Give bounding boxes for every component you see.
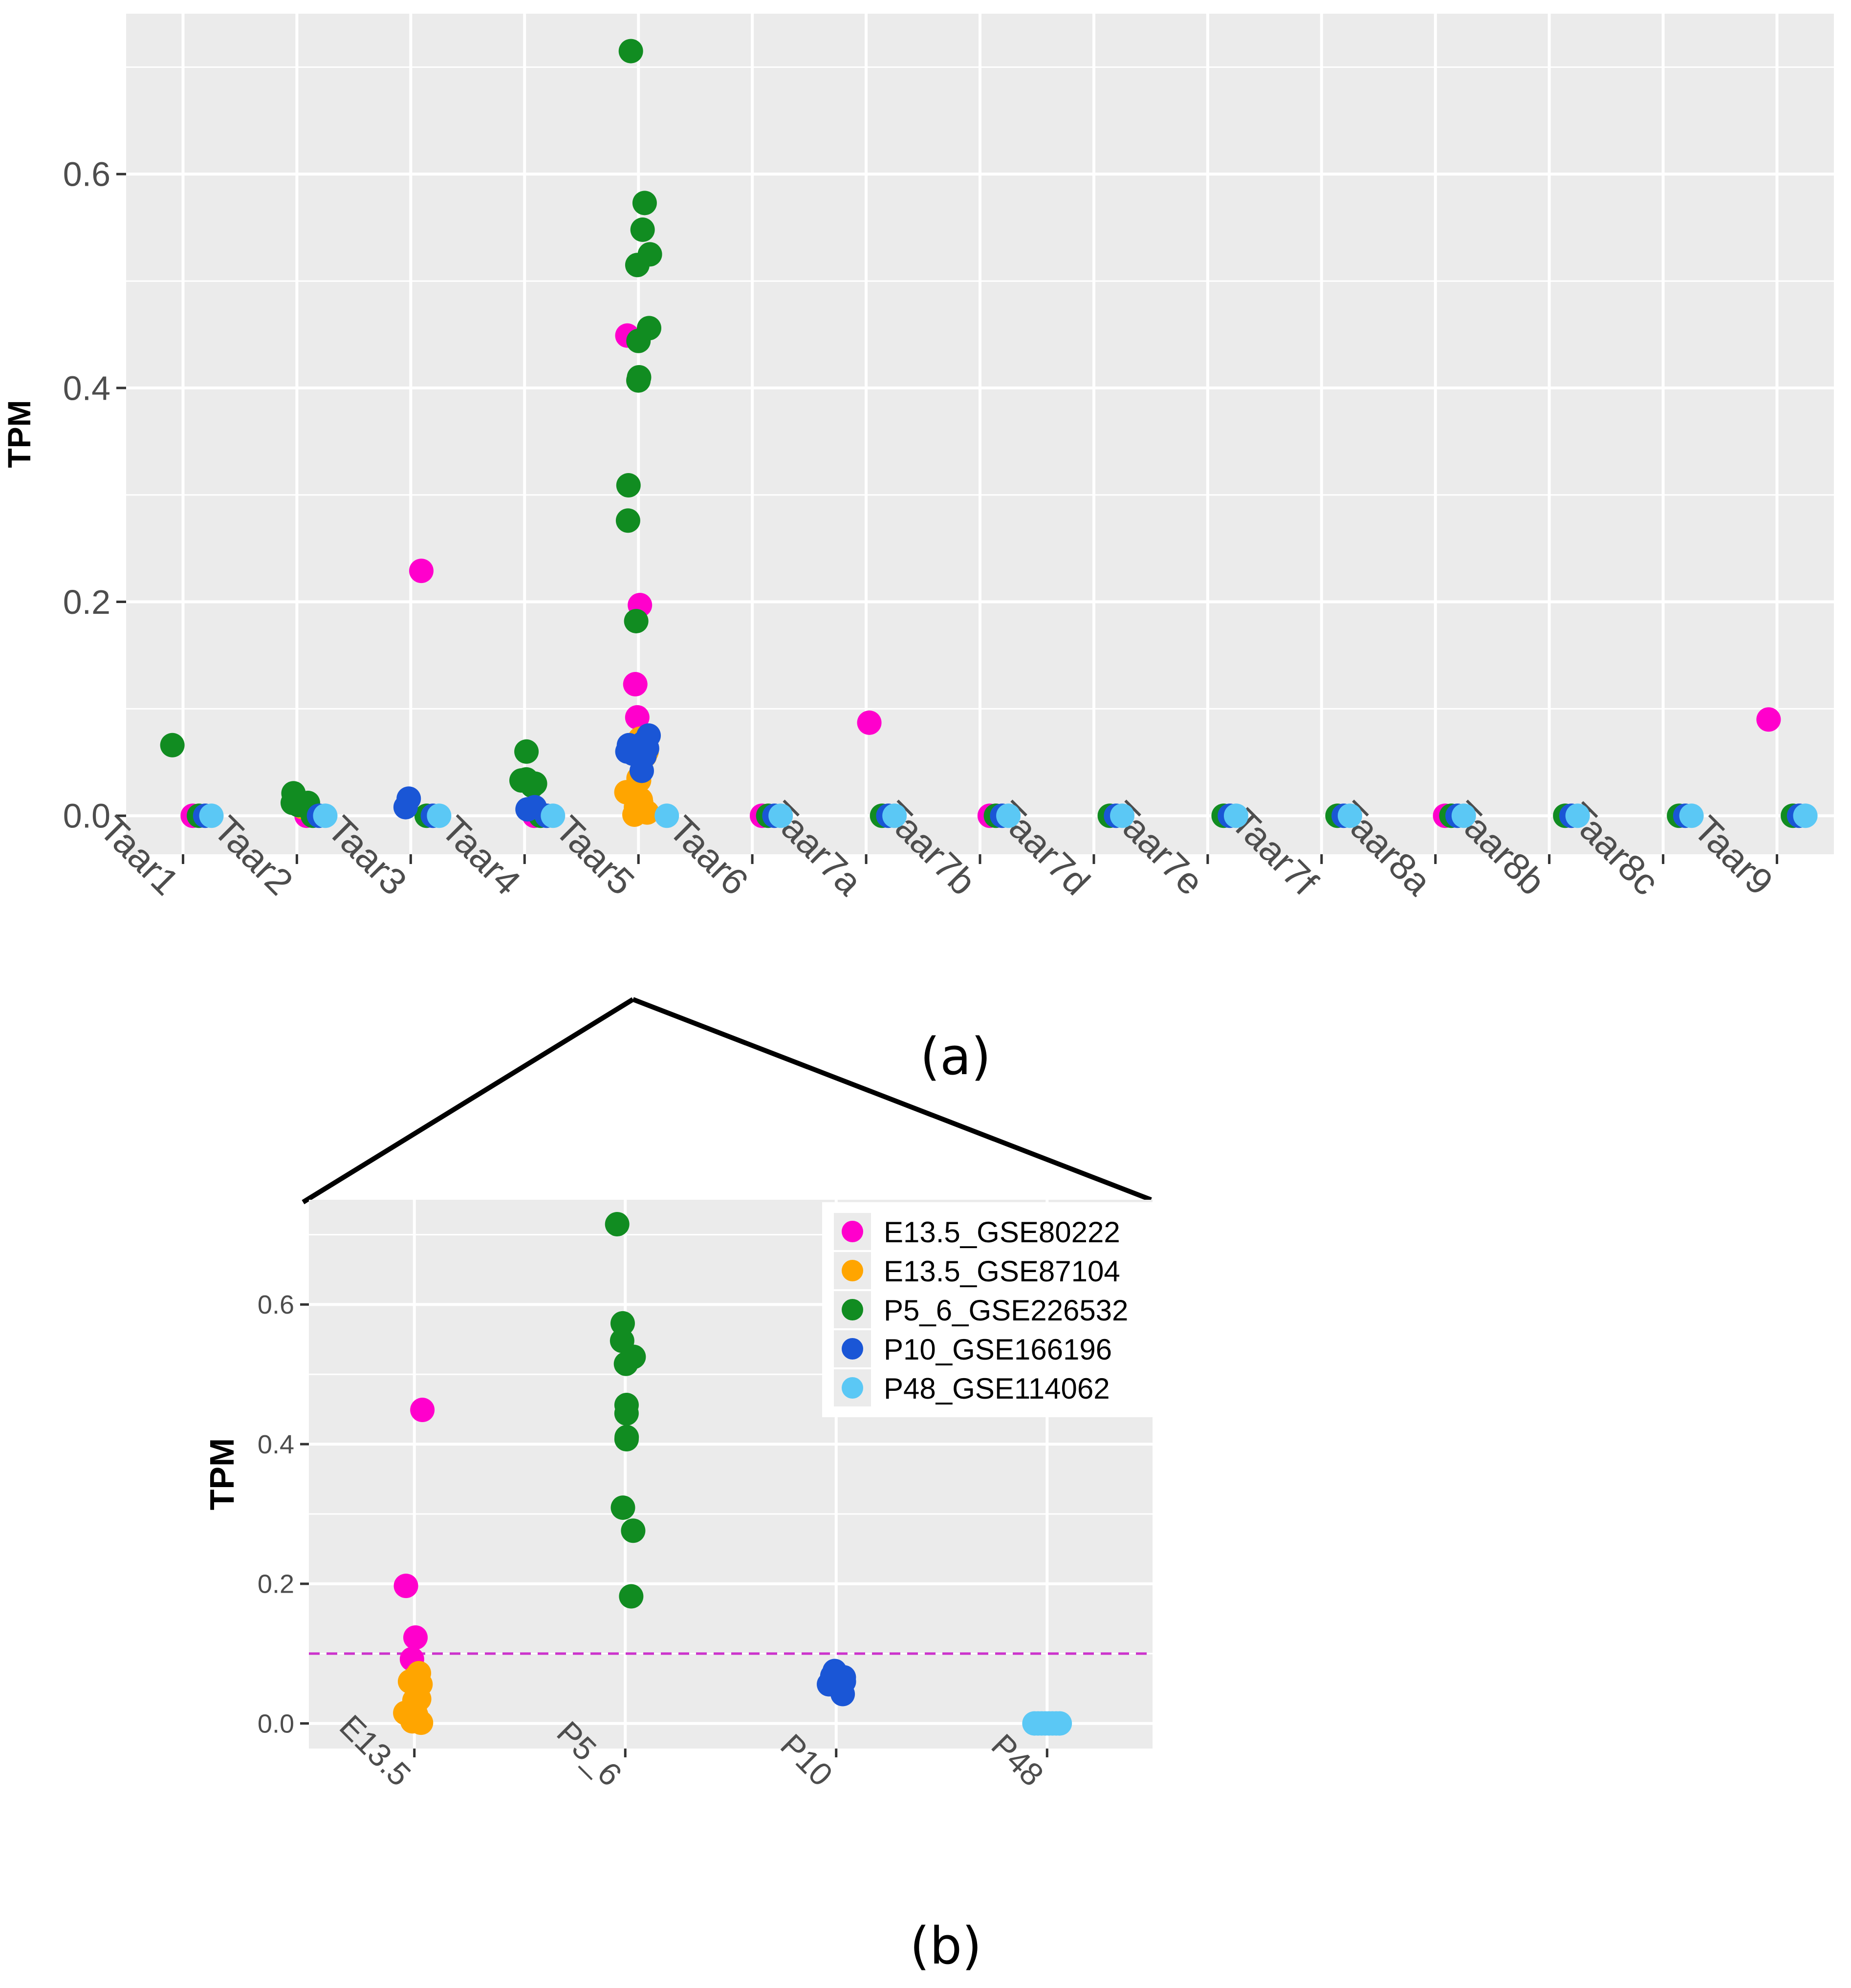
legend-entry-label: E13.5_GSE87104 xyxy=(884,1255,1120,1288)
data-point xyxy=(882,803,907,828)
data-point xyxy=(614,1427,639,1452)
y-tick-label: 0.2 xyxy=(63,583,110,621)
y-tick-label: 0.6 xyxy=(258,1290,294,1319)
y-tick-label: 0.4 xyxy=(63,369,110,407)
data-point xyxy=(623,672,648,697)
data-point xyxy=(1110,803,1134,828)
data-point xyxy=(619,1584,644,1609)
legend-box xyxy=(822,1202,1153,1417)
y-tick-label: 0.6 xyxy=(63,155,110,194)
legend-key-dot xyxy=(842,1221,863,1242)
data-point xyxy=(393,795,418,820)
panel-b-label: (b) xyxy=(910,1916,981,1976)
data-point xyxy=(615,508,640,533)
legend-entry-label: E13.5_GSE80222 xyxy=(884,1216,1120,1249)
data-point xyxy=(996,803,1021,828)
legend-key-dot xyxy=(842,1299,863,1320)
data-point xyxy=(626,328,651,353)
legend-key-dot xyxy=(842,1338,863,1360)
data-point xyxy=(1223,803,1248,828)
y-tick-label: 0.4 xyxy=(258,1430,294,1459)
zoom-connector-lines xyxy=(302,997,1152,1205)
data-point xyxy=(624,608,649,633)
data-point xyxy=(621,1518,646,1543)
data-point xyxy=(625,705,650,730)
data-point xyxy=(768,803,793,828)
data-point xyxy=(199,803,224,828)
data-point xyxy=(610,1311,635,1336)
zoom-line-right xyxy=(632,997,1152,1202)
zoom-line-left xyxy=(302,997,634,1205)
data-point xyxy=(409,559,434,583)
data-point xyxy=(1047,1711,1072,1736)
panel-a-label: (a) xyxy=(920,1027,991,1086)
data-point xyxy=(409,1710,434,1735)
data-point xyxy=(618,39,643,64)
data-point xyxy=(520,773,545,798)
data-point xyxy=(605,1212,630,1237)
legend: E13.5_GSE80222 E13.5_GSE87104 P5_6_GSE2265… xyxy=(822,1202,1153,1417)
data-point xyxy=(629,758,654,783)
y-axis-title: TPM xyxy=(1,400,37,468)
data-point xyxy=(610,1495,635,1520)
data-point xyxy=(1679,803,1704,828)
data-point xyxy=(515,797,540,822)
legend-key-dot xyxy=(842,1260,863,1281)
legend-entry-label: P48_GSE114062 xyxy=(884,1372,1110,1405)
y-axis-title: TPM xyxy=(203,1438,241,1511)
data-point xyxy=(616,473,641,498)
data-point xyxy=(630,217,655,242)
legend-entry-label: P10_GSE166196 xyxy=(884,1333,1112,1366)
data-point xyxy=(1451,803,1476,828)
data-point xyxy=(514,739,539,764)
data-point xyxy=(830,1682,855,1707)
data-point xyxy=(654,803,679,828)
data-point xyxy=(427,803,452,828)
data-point xyxy=(1793,803,1818,828)
data-point xyxy=(313,803,338,828)
legend-key-dot xyxy=(842,1377,863,1399)
data-point xyxy=(857,710,882,735)
data-point xyxy=(1756,707,1781,732)
data-point xyxy=(622,802,647,827)
data-point xyxy=(626,368,651,393)
data-point xyxy=(541,803,566,828)
y-tick-label: 0.0 xyxy=(63,797,110,835)
data-point xyxy=(632,191,657,216)
data-point xyxy=(410,1398,435,1423)
data-point xyxy=(613,1351,638,1376)
data-point xyxy=(160,733,185,757)
legend-entry-label: P5_6_GSE226532 xyxy=(884,1294,1128,1327)
data-point xyxy=(625,253,650,278)
y-tick-label: 0.0 xyxy=(258,1709,294,1738)
data-point xyxy=(393,1574,418,1599)
data-point xyxy=(403,1625,428,1650)
data-point xyxy=(1337,803,1362,828)
data-point xyxy=(1565,803,1590,828)
data-point xyxy=(614,1401,639,1426)
y-tick-label: 0.2 xyxy=(258,1570,294,1599)
